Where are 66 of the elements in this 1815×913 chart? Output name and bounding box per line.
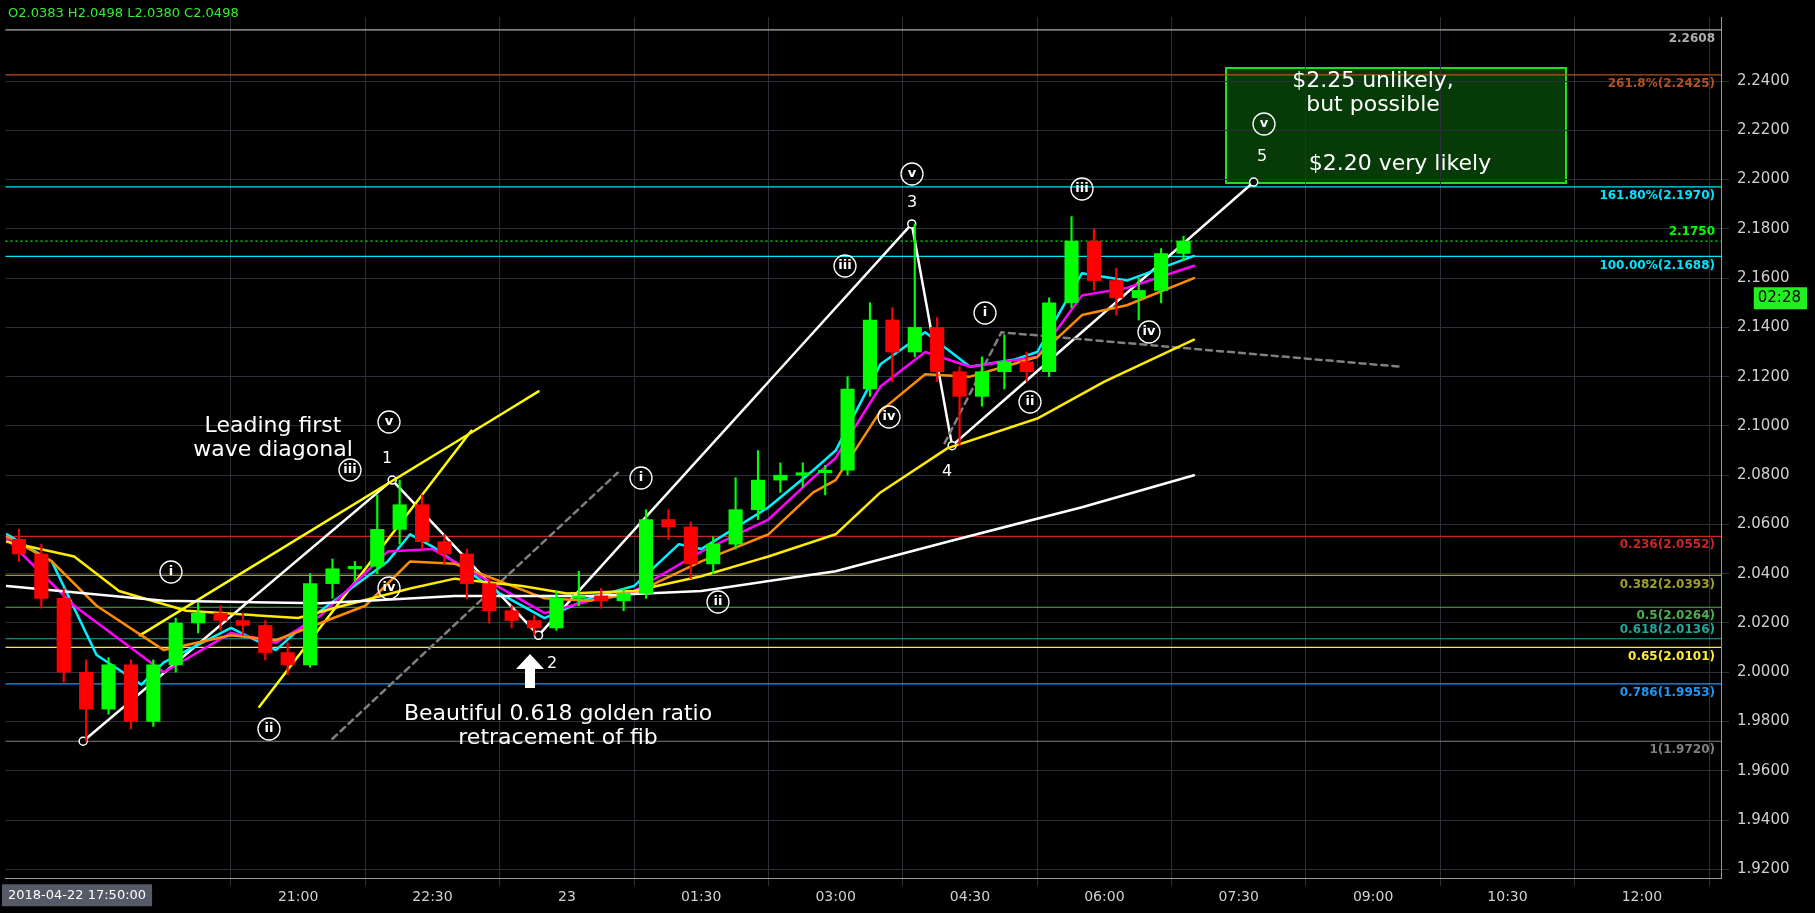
- y-tick-label: 1.9800: [1737, 711, 1790, 730]
- ref-line-label: 0.618(2.0136): [1619, 621, 1715, 636]
- ref-line-label: 2.2608: [1668, 30, 1715, 45]
- annotation: iv: [1142, 323, 1156, 339]
- x-tick-label: 23: [557, 888, 576, 905]
- ref-line-label: 0.786(1.9953): [1619, 684, 1715, 699]
- annotation: 1: [381, 448, 393, 468]
- annotation: i: [982, 304, 988, 320]
- ref-line-label: 161.80%(2.1970): [1599, 188, 1715, 203]
- annotation: 5: [1256, 146, 1268, 166]
- x-tick-label: 22:30: [412, 888, 453, 905]
- y-tick-label: 1.9600: [1737, 760, 1790, 779]
- annotation: Beautiful 0.618 golden ratio retracement of fib: [403, 699, 713, 749]
- annotation: O2.0383 H2.0498 L2.0380 C2.0498: [8, 5, 239, 21]
- ref-line-label: 0.382(2.0393): [1619, 576, 1715, 591]
- y-tick-label: 2.2200: [1737, 120, 1790, 139]
- annotation: $2.25 unlikely, but possible: [1292, 66, 1454, 116]
- x-tick-label: 01:30: [681, 888, 722, 905]
- text: 2018-04-22 17:50:00: [8, 886, 147, 902]
- y-tick-label: 2.2000: [1737, 169, 1790, 188]
- y-tick-label: 1.9400: [1737, 809, 1790, 828]
- y-tick-label: 2.1800: [1737, 218, 1790, 237]
- ref-line-label: 0.5(2.0264): [1636, 608, 1715, 623]
- ref-line-label: 1(1.9720): [1649, 742, 1715, 757]
- annotation: i: [638, 469, 644, 485]
- y-tick-label: 2.1600: [1737, 268, 1790, 287]
- y-tick-label: 2.1200: [1737, 366, 1790, 385]
- x-tick-label: 04:30: [949, 888, 991, 905]
- y-tick-label: 1.9200: [1737, 859, 1790, 878]
- y-tick-label: 2.0200: [1737, 612, 1790, 631]
- ref-line-label: 261.8%(2.2425): [1607, 76, 1715, 91]
- annotation: 2: [546, 653, 558, 673]
- annotation: ii: [264, 720, 274, 736]
- annotation: iii: [838, 257, 852, 273]
- x-tick-label: 03:00: [815, 888, 856, 905]
- annotation: iv: [882, 408, 896, 424]
- y-tick-label: 2.2400: [1737, 70, 1790, 89]
- ref-line-label: 0.236(2.0552): [1619, 537, 1715, 552]
- y-tick-label: 2.0800: [1737, 465, 1790, 484]
- ref-line-label: 0.65(2.0101): [1628, 648, 1715, 663]
- y-tick-label: 2.0000: [1737, 662, 1790, 681]
- y-tick-label: 2.1000: [1737, 415, 1790, 434]
- y-tick-label: 2.0400: [1737, 563, 1790, 582]
- annotation: ii: [713, 593, 723, 609]
- ref-line-label: 2.1750: [1668, 224, 1715, 239]
- x-tick-label: 10:30: [1487, 888, 1528, 905]
- x-tick-label: 07:30: [1218, 888, 1259, 905]
- annotation: iv: [382, 579, 396, 595]
- annotation: v: [384, 413, 394, 429]
- x-tick-label: 21:00: [277, 888, 319, 905]
- annotation: 4: [941, 461, 953, 481]
- annotation: v: [1259, 115, 1269, 131]
- text: 02:28: [1757, 288, 1802, 307]
- x-tick-label: 12:00: [1621, 888, 1663, 905]
- y-tick-label: 2.1400: [1737, 317, 1790, 336]
- annotation: 3: [906, 192, 918, 212]
- annotation: iii: [343, 461, 357, 477]
- annotation: Leading first wave diagonal: [193, 411, 353, 461]
- annotation: ii: [1025, 393, 1035, 409]
- annotation: i: [168, 563, 174, 579]
- annotation: v: [907, 165, 917, 181]
- x-tick-label: 09:00: [1352, 888, 1394, 905]
- ref-line-label: 100.00%(2.1688): [1599, 257, 1715, 272]
- x-tick-label: 06:00: [1084, 888, 1125, 905]
- y-tick-label: 2.0600: [1737, 514, 1790, 533]
- annotation: $2.20 very likely: [1308, 149, 1492, 175]
